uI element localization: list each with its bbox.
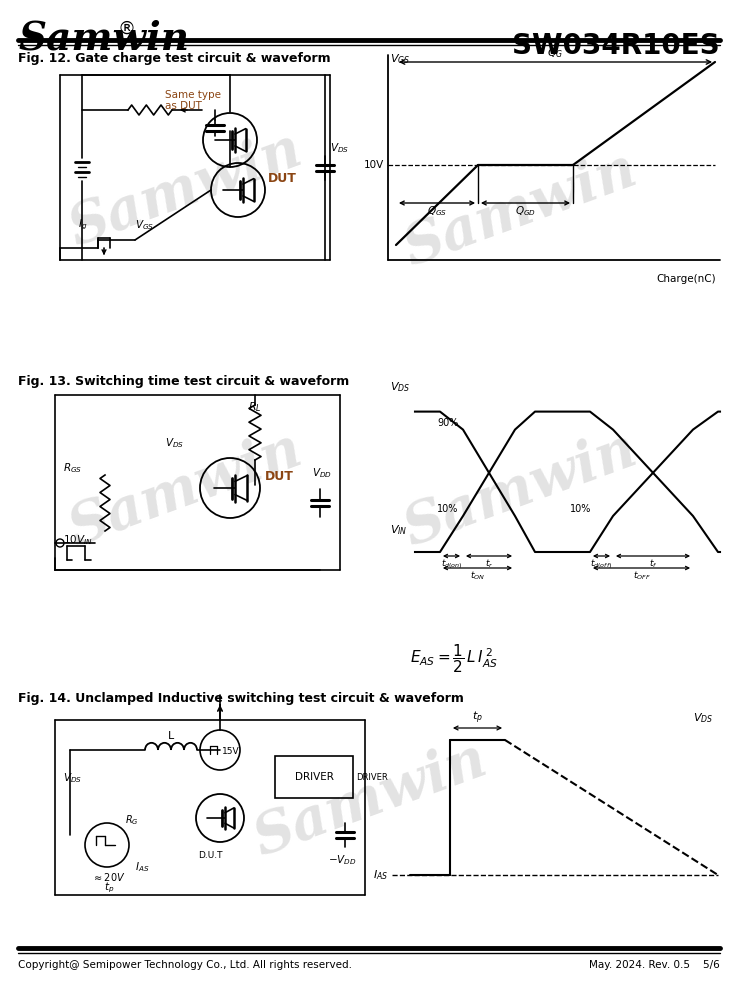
Bar (275, 756, 353, 798)
Text: $R_{GS}$: $R_{GS}$ (63, 461, 82, 475)
Text: $t_{ON}$: $t_{ON}$ (470, 569, 485, 582)
Text: $t_r$: $t_r$ (485, 557, 493, 570)
Text: Samwin: Samwin (61, 422, 309, 558)
Text: Samwin: Samwin (396, 142, 644, 278)
Text: $V_{DS}$: $V_{DS}$ (165, 436, 184, 450)
Text: 10V: 10V (364, 160, 384, 170)
Text: $Q_{GS}$: $Q_{GS}$ (427, 204, 447, 218)
Text: Samwin: Samwin (61, 122, 309, 258)
Text: Fig. 12. Gate charge test circuit & waveform: Fig. 12. Gate charge test circuit & wave… (18, 52, 331, 65)
Text: $I_{AS}$: $I_{AS}$ (373, 868, 388, 882)
Text: SW034R10ES: SW034R10ES (512, 32, 720, 60)
Text: $R_G$: $R_G$ (125, 813, 139, 827)
Text: $Q_{GD}$: $Q_{GD}$ (515, 204, 536, 218)
Text: $t_{d(off)}$: $t_{d(off)}$ (590, 557, 613, 571)
Text: Samwin: Samwin (246, 732, 494, 868)
Text: $V_{GS}$: $V_{GS}$ (135, 218, 154, 232)
Text: May. 2024. Rev. 0.5    5/6: May. 2024. Rev. 0.5 5/6 (589, 960, 720, 970)
Text: 10%: 10% (570, 504, 591, 514)
Text: Copyright@ Semipower Technology Co., Ltd. All rights reserved.: Copyright@ Semipower Technology Co., Ltd… (18, 960, 352, 970)
Text: L: L (168, 731, 174, 741)
Text: DRIVER: DRIVER (356, 772, 387, 782)
Text: 90%: 90% (437, 418, 458, 428)
Text: $V_{DS}$: $V_{DS}$ (330, 141, 349, 155)
Text: $t_{OFF}$: $t_{OFF}$ (632, 569, 650, 582)
Text: $\approx 20V$: $\approx 20V$ (92, 871, 125, 883)
Text: $t_{d(on)}$: $t_{d(on)}$ (441, 557, 463, 571)
Text: $t_p$: $t_p$ (104, 881, 114, 895)
Text: Samwin: Samwin (18, 20, 189, 58)
Text: $10V_{IN}$: $10V_{IN}$ (63, 533, 93, 547)
Text: DUT: DUT (265, 470, 294, 483)
Text: $I_{AS}$: $I_{AS}$ (135, 860, 149, 874)
Text: $Q_G$: $Q_G$ (548, 46, 564, 60)
Text: Samwin: Samwin (396, 422, 644, 558)
Text: DUT: DUT (268, 172, 297, 185)
Text: ®: ® (118, 20, 136, 38)
Text: Fig. 14. Unclamped Inductive switching test circuit & waveform: Fig. 14. Unclamped Inductive switching t… (18, 692, 464, 705)
Text: as DUT: as DUT (165, 101, 202, 111)
Text: $-V_{DD}$: $-V_{DD}$ (328, 853, 357, 867)
Text: Charge(nC): Charge(nC) (656, 274, 716, 284)
Text: $V_{DS}$: $V_{DS}$ (63, 771, 82, 785)
Text: D.U.T: D.U.T (198, 851, 222, 860)
Text: $V_{DS}$: $V_{DS}$ (693, 711, 713, 725)
Text: 10%: 10% (437, 504, 458, 514)
Text: $V_{GS}$: $V_{GS}$ (390, 52, 410, 66)
Text: $V_{DD}$: $V_{DD}$ (312, 466, 332, 480)
Text: $R_L$: $R_L$ (248, 400, 262, 414)
Text: $E_{AS} = \dfrac{1}{2}\,L\,I_{AS}^{\,2}$: $E_{AS} = \dfrac{1}{2}\,L\,I_{AS}^{\,2}$ (410, 642, 498, 675)
Text: $V_{DS}$: $V_{DS}$ (390, 380, 410, 394)
Text: 15V: 15V (222, 748, 240, 756)
Text: $t_p$: $t_p$ (472, 710, 483, 726)
Text: DRIVER: DRIVER (294, 772, 334, 782)
Text: $I_g$: $I_g$ (78, 218, 87, 232)
Text: Same type: Same type (165, 90, 221, 100)
Text: Fig. 13. Switching time test circuit & waveform: Fig. 13. Switching time test circuit & w… (18, 375, 349, 388)
Text: $V_{IN}$: $V_{IN}$ (390, 524, 407, 537)
Text: $t_f$: $t_f$ (649, 557, 658, 570)
